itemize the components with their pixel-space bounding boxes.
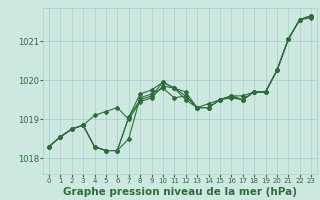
X-axis label: Graphe pression niveau de la mer (hPa): Graphe pression niveau de la mer (hPa) xyxy=(63,187,297,197)
